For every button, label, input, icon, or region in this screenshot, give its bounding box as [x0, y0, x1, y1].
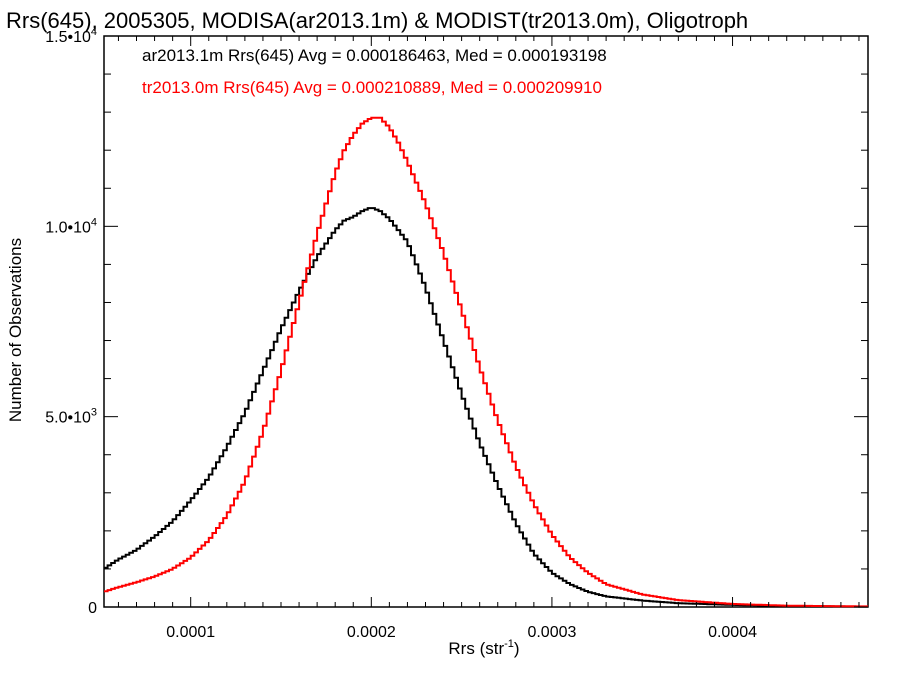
- y-tick-label: 5.0•103: [45, 407, 97, 427]
- y-tick-label: 1.5•104: [45, 26, 97, 46]
- plot-border: [103, 35, 869, 608]
- chart-title: Rrs(645), 2005305, MODISA(ar2013.1m) & M…: [6, 8, 748, 33]
- y-axis-label: Number of Observations: [6, 238, 25, 422]
- legend-ar2013: ar2013.1m Rrs(645) Avg = 0.000186463, Me…: [142, 46, 607, 65]
- x-tick-label: 0.0003: [527, 624, 576, 641]
- series-line-ar2013.1m: [104, 207, 868, 608]
- x-tick-label: 0.0004: [708, 624, 757, 641]
- plot-frame: [103, 35, 869, 608]
- x-tick-label: 0.0002: [347, 624, 396, 641]
- y-tick-label: 0: [88, 600, 97, 617]
- x-tick-label: 0.0001: [166, 624, 215, 641]
- series-layer: [104, 116, 868, 608]
- x-axis-label: Rrs (str-1): [448, 638, 519, 658]
- y-tick-label: 1.0•104: [45, 216, 97, 236]
- series-line-tr2013.0m: [104, 116, 868, 608]
- ticks-layer: 0.0001 0.0002 0.0003 0.0004 0 5.0•103 1.0•104 1…: [45, 26, 868, 641]
- legend-tr2013: tr2013.0m Rrs(645) Avg = 0.000210889, Me…: [142, 78, 602, 97]
